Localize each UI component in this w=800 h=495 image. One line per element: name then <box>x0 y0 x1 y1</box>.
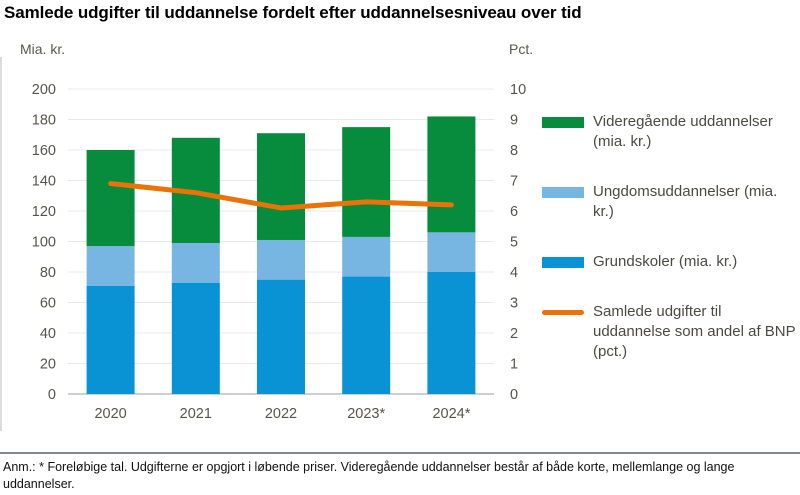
x-axis-category-label: 2024* <box>432 406 470 422</box>
bar-segment <box>171 282 220 394</box>
bar-segment <box>427 116 476 233</box>
x-axis-category-label: 2021 <box>180 406 212 422</box>
bar-segment <box>427 232 476 272</box>
legend-unit: (mia. kr.) <box>593 183 778 220</box>
left-axis-tick-label: 20 <box>40 357 56 373</box>
bnp-line-swatch-icon <box>542 310 584 315</box>
left-axis-tick-label: 140 <box>32 174 56 190</box>
left-axis-tick-label: 180 <box>32 113 56 129</box>
right-axis-tick-label: 7 <box>510 174 518 190</box>
chart-title: Samlede udgifter til uddannelse fordelt … <box>4 3 582 22</box>
legend-unit: (pct.) <box>593 343 628 360</box>
right-axis-tick-label: 9 <box>510 113 518 129</box>
right-axis-tick-label: 1 <box>510 357 518 373</box>
right-axis-tick-label: 8 <box>510 143 518 159</box>
right-axis-tick-label: 4 <box>510 265 518 281</box>
footnote: Anm.: * Foreløbige tal. Udgifterne er op… <box>3 460 735 491</box>
right-axis-unit-label: Pct. <box>509 41 534 57</box>
left-axis-tick-label: 80 <box>40 265 56 281</box>
bar-segment <box>342 127 391 237</box>
bar-segment <box>86 150 135 247</box>
right-axis-tick-label: 3 <box>510 296 518 312</box>
videregaende-swatch-icon <box>542 117 584 128</box>
x-axis-category-label: 2022 <box>265 406 297 422</box>
bar-segment <box>427 272 476 394</box>
legend-label: Samlede udgifter til uddannelse som ande… <box>593 303 796 340</box>
ungdomsuddannelser-swatch-icon <box>542 187 584 198</box>
left-axis-tick-label: 120 <box>32 204 56 220</box>
bar-segment <box>86 246 135 286</box>
bar-segment <box>171 243 220 283</box>
stacked-bar-line-chart: 0 20 40 60 80 100 120 140 160 180 200 0 1 2 3 4 5 6 7 8 9 10 2… <box>32 82 526 422</box>
right-axis-tick-label: 2 <box>510 326 518 342</box>
legend-label: Grundskoler <box>593 253 675 270</box>
chart-left-border <box>0 57 2 431</box>
legend-unit: (mia. kr.) <box>593 133 652 150</box>
bar-segment <box>342 276 391 394</box>
x-axis-category-label: 2023* <box>347 406 385 422</box>
bar-segment <box>257 279 305 394</box>
left-axis-tick-label: 200 <box>32 82 56 98</box>
left-axis-tick-label: 60 <box>40 296 56 312</box>
legend-item-videregaende: Videregående uddannelser (mia. kr.) <box>542 112 798 152</box>
bar-segment <box>257 239 305 280</box>
legend-item-ungdomsuddannelser: Ungdomsuddannelser (mia. kr.) <box>542 182 798 222</box>
bnp-share-line <box>108 181 454 211</box>
legend-item-bnp-andel: Samlede udgifter til uddannelse som ande… <box>542 302 798 362</box>
bar-segment <box>257 133 305 240</box>
legend-item-grundskoler: Grundskoler (mia. kr.) <box>542 252 798 272</box>
left-axis-tick-label: 0 <box>48 387 56 403</box>
right-axis-tick-label: 6 <box>510 204 518 220</box>
chart-legend: Videregående uddannelser (mia. kr.) Ungd… <box>542 112 798 392</box>
footer-divider <box>0 452 800 454</box>
bar-segment <box>86 285 135 394</box>
legend-unit: (mia. kr.) <box>678 253 738 270</box>
left-axis-unit-label: Mia. kr. <box>20 41 66 57</box>
bar-segment <box>342 236 391 277</box>
left-axis-tick-label: 100 <box>32 235 56 251</box>
legend-label: Videregående uddannelser <box>593 113 773 130</box>
right-axis-tick-label: 5 <box>510 235 518 251</box>
grundskoler-swatch-icon <box>542 257 584 268</box>
legend-label: Ungdomsuddannelser <box>593 183 740 200</box>
right-axis-tick-label: 0 <box>510 387 518 403</box>
right-axis-tick-label: 10 <box>510 82 526 98</box>
x-axis-category-label: 2020 <box>94 406 126 422</box>
left-axis-tick-label: 160 <box>32 143 56 159</box>
left-axis-tick-label: 40 <box>40 326 56 342</box>
